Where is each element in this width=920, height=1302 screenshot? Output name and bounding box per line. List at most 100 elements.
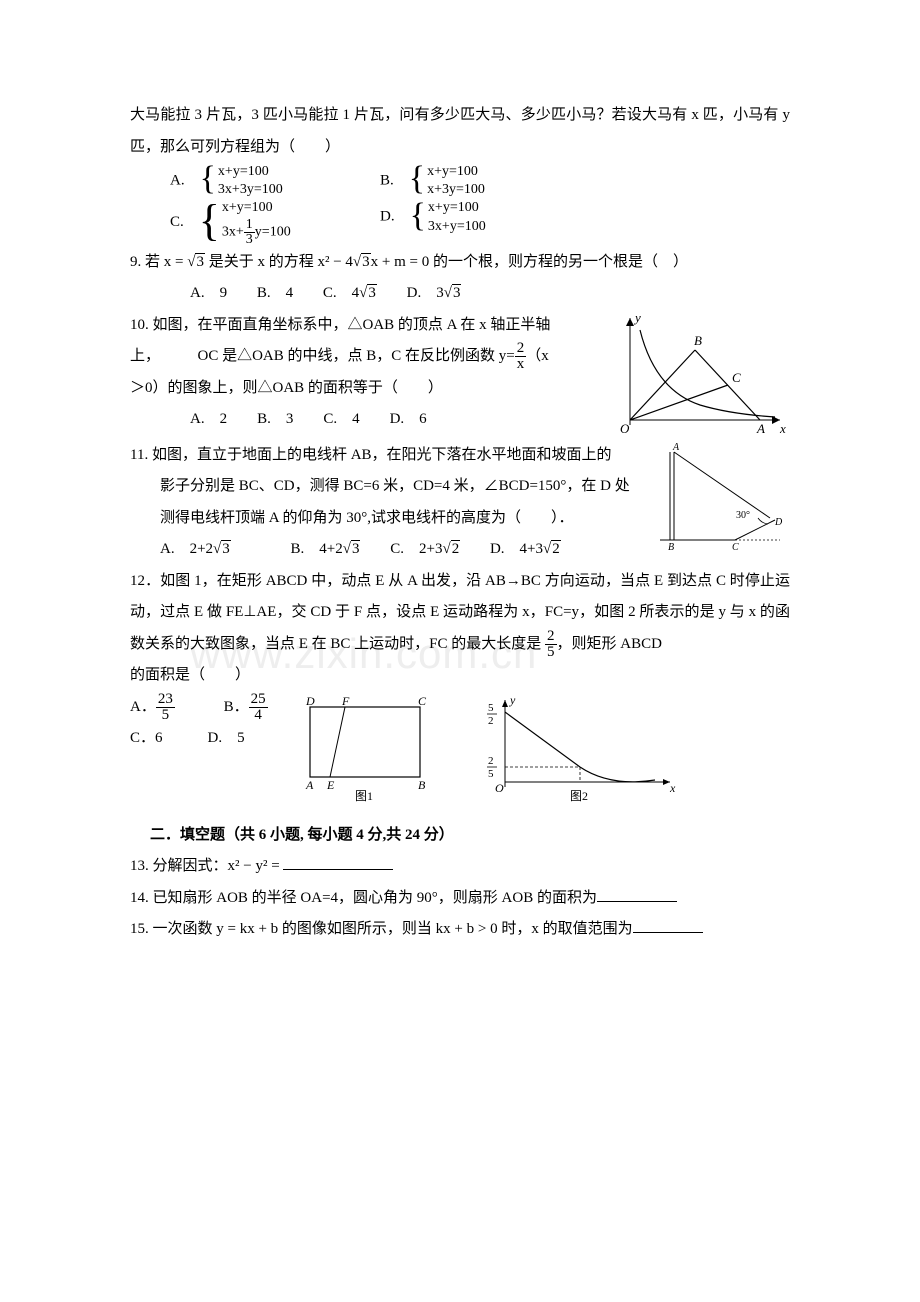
q8-A-l1: x+y=100 bbox=[218, 163, 283, 181]
q12-l1-tail: ，则矩形 ABCD bbox=[557, 636, 662, 652]
q12-opts: A．235 B．254 C．6 D. 5 bbox=[130, 692, 290, 755]
q9-A: A. 9 bbox=[190, 278, 227, 310]
q8-C-l1: x+y=100 bbox=[222, 199, 291, 217]
q10-l2-den: x bbox=[515, 357, 527, 372]
q12-f1-cap: 图1 bbox=[355, 789, 373, 802]
q10-l2-num: 2 bbox=[515, 341, 527, 357]
q8-C-l2-den: 3 bbox=[244, 233, 255, 247]
q12-f1-C: C bbox=[418, 694, 427, 708]
q11-fig-D: D bbox=[774, 517, 783, 528]
q11-B-pre: B. 4+2 bbox=[291, 541, 343, 557]
q12-f1-D: D bbox=[305, 694, 315, 708]
q12-frac-num: 2 bbox=[545, 629, 557, 645]
q8-B: B. {x+y=100x+3y=100 bbox=[380, 163, 590, 199]
q9-B: B. 4 bbox=[257, 278, 293, 310]
q12-f2-mnum: 2 bbox=[488, 755, 494, 767]
q9-C-pre: C. 4 bbox=[323, 285, 359, 301]
q13: 13. 分解因式：x² − y² = bbox=[130, 851, 790, 883]
q12-A-den: 5 bbox=[156, 708, 175, 723]
q10-fig-B: B bbox=[694, 333, 702, 348]
q12-f1-B: B bbox=[418, 778, 426, 792]
q9-D-pre: D. 3 bbox=[407, 285, 444, 301]
q11-D-sqrt: 2 bbox=[551, 540, 561, 557]
q11-C-sqrt: 2 bbox=[451, 540, 461, 557]
q14: 14. 已知扇形 AOB 的半径 OA=4，圆心角为 90°，则扇形 AOB 的… bbox=[130, 883, 790, 915]
q12-f1-E: E bbox=[326, 778, 335, 792]
q11-fig-C: C bbox=[732, 542, 739, 553]
q8-C-l2c: y=100 bbox=[255, 224, 291, 239]
q12-A-pre: A． bbox=[130, 699, 156, 715]
q9-opts: A. 9 B. 4 C. 4 3 D. 3 3 bbox=[190, 278, 790, 310]
q12-l2: 的面积是（ ） bbox=[130, 660, 790, 692]
q12-A-num: 23 bbox=[156, 692, 175, 708]
q12-f1-A: A bbox=[305, 778, 314, 792]
q10-fig-y: y bbox=[633, 310, 641, 325]
q8-C-l2-num: 1 bbox=[244, 218, 255, 233]
q10-l2a: 上， OC 是△OAB 的中线，点 B，C 在反比例函数 y= bbox=[130, 348, 515, 364]
q11-fig-B: B bbox=[668, 542, 674, 553]
q11-A-pre: A. 2+2 bbox=[160, 541, 213, 557]
q9-D-sqrt: 3 bbox=[452, 284, 462, 301]
q9-after: x + m = 0 的一个根，则方程的另一个根是（ ） bbox=[371, 254, 688, 270]
q12-f2-y: y bbox=[509, 693, 516, 707]
q12-f2-O: O bbox=[495, 781, 504, 795]
q9-C-sqrt: 3 bbox=[367, 284, 377, 301]
q12-f2-x: x bbox=[669, 781, 676, 795]
q8-A: A. {x+y=1003x+3y=100 bbox=[170, 163, 380, 199]
q11: A B C D 30° 11. 如图，直立于地面上的电线杆 AB，在阳光下落在水… bbox=[130, 440, 790, 566]
q9-before: 9. 若 x = bbox=[130, 254, 187, 270]
q12-f2-cap: 图2 bbox=[570, 789, 588, 802]
q10-l2b: （x bbox=[526, 348, 549, 364]
q12-B-pre: B． bbox=[224, 699, 249, 715]
q13-pre: 13. 分解因式：x² − y² = bbox=[130, 858, 283, 874]
q15-blank bbox=[633, 917, 703, 933]
section-2-title: 二．填空题（共 6 小题, 每小题 4 分,共 24 分） bbox=[150, 820, 790, 852]
q9-mid: 是关于 x 的方程 x² − 4 bbox=[205, 254, 353, 270]
q8-row2: C. {x+y=1003x+13y=100 D. {x+y=1003x+y=10… bbox=[170, 199, 790, 246]
q10-fig-C: C bbox=[732, 370, 741, 385]
q12-fig2: y x O 5 2 2 5 图2 bbox=[480, 692, 680, 802]
q8-intro: 大马能拉 3 片瓦，3 匹小马能拉 1 片瓦，问有多少匹大马、多少匹小马？若设大… bbox=[130, 100, 790, 163]
q9-text: 9. 若 x = 3 是关于 x 的方程 x² − 43x + m = 0 的一… bbox=[130, 247, 790, 279]
q11-A: A. 2+2 3 bbox=[160, 534, 231, 566]
q12-B-num: 25 bbox=[249, 692, 268, 708]
q8-C-l2: 3x+13y=100 bbox=[222, 218, 291, 247]
q12-D: D. 5 bbox=[208, 730, 245, 746]
q8-row1: A. {x+y=1003x+3y=100 B. {x+y=100x+3y=100 bbox=[170, 163, 790, 199]
q10-figure: y x O A B C bbox=[610, 310, 790, 440]
q9-sqrt2: 3 bbox=[361, 253, 371, 270]
q11-B: B. 4+23 bbox=[291, 534, 361, 566]
q11-D: D. 4+32 bbox=[490, 534, 561, 566]
q8-D-l2: 3x+y=100 bbox=[428, 218, 486, 236]
q15: 15. 一次函数 y = kx + b 的图像如图所示，则当 kx + b > … bbox=[130, 914, 790, 946]
q8-B-l1: x+y=100 bbox=[427, 163, 485, 181]
q9-C: C. 4 3 bbox=[323, 278, 377, 310]
q8-C: C. {x+y=1003x+13y=100 bbox=[170, 199, 380, 246]
q12-f2-mden: 5 bbox=[488, 768, 494, 780]
q12-B-den: 4 bbox=[249, 708, 268, 723]
q8-D: D. {x+y=1003x+y=100 bbox=[380, 199, 590, 246]
q11-C-pre: C. 2+3 bbox=[390, 541, 442, 557]
q14-blank bbox=[597, 886, 677, 902]
q10-fig-O: O bbox=[620, 421, 630, 436]
q11-C: C. 2+3 2 bbox=[390, 534, 460, 566]
q11-fig-ang: 30° bbox=[736, 510, 750, 521]
q10: y x O A B C 10. 如图，在平面直角坐标系中，△OAB 的顶点 A … bbox=[130, 310, 790, 436]
q8-B-l2: x+3y=100 bbox=[427, 181, 485, 199]
q11-A-sqrt: 3 bbox=[221, 540, 231, 557]
q12-f2-tden: 2 bbox=[488, 715, 494, 727]
q8-D-l1: x+y=100 bbox=[428, 199, 486, 217]
q9-D: D. 3 3 bbox=[407, 278, 462, 310]
q12-fig1: D F C A E B 图1 bbox=[290, 692, 440, 802]
q12-frac-den: 5 bbox=[545, 645, 557, 660]
q12-f2-tnum: 5 bbox=[488, 702, 494, 714]
q15-text: 15. 一次函数 y = kx + b 的图像如图所示，则当 kx + b > … bbox=[130, 921, 633, 937]
q12-C: C．6 bbox=[130, 730, 163, 746]
q8-C-l2a: 3x+ bbox=[222, 224, 244, 239]
q8-A-l2: 3x+3y=100 bbox=[218, 181, 283, 199]
q9-sqrt1: 3 bbox=[195, 253, 205, 270]
q12-text: 12．如图 1，在矩形 ABCD 中，动点 E 从 A 出发，沿 AB→BC 方… bbox=[130, 566, 790, 661]
q12-l1: 12．如图 1，在矩形 ABCD 中，动点 E 从 A 出发，沿 AB→BC 方… bbox=[130, 573, 790, 652]
q12-figs: D F C A E B 图1 y bbox=[290, 692, 680, 802]
q10-fig-x: x bbox=[779, 421, 786, 436]
